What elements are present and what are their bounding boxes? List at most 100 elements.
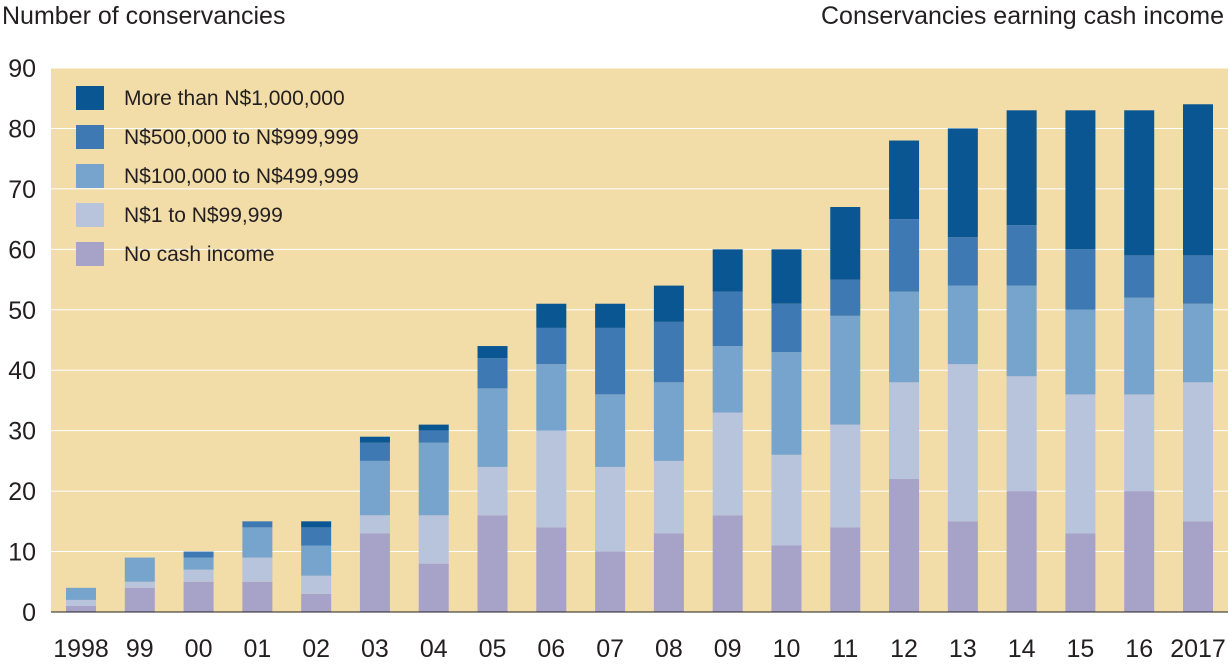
y-tick-label: 40 — [8, 357, 36, 385]
bar-segment-03-series-0 — [359, 533, 390, 612]
bar-segment-07-series-4 — [595, 303, 626, 328]
chart-title: Conservancies earning cash income — [821, 2, 1224, 30]
bar-segment-13-series-1 — [947, 364, 978, 522]
x-tick-label: 02 — [302, 635, 330, 663]
bar-segment-99-series-1 — [124, 581, 155, 588]
y-tick-label: 0 — [22, 599, 36, 627]
bar-segment-04-series-3 — [418, 430, 449, 443]
bar-segment-14-series-3 — [1006, 225, 1037, 286]
x-tick-label: 07 — [596, 635, 624, 663]
bar-segment-15-series-3 — [1065, 249, 1096, 310]
x-tick-label: 03 — [361, 635, 389, 663]
bar-segment-05-series-1 — [477, 466, 508, 516]
bar-segment-14-series-4 — [1006, 110, 1037, 226]
bar-segment-02-series-0 — [301, 593, 332, 612]
bar-segment-14-series-2 — [1006, 285, 1037, 377]
bar-segment-09-series-4 — [712, 249, 743, 292]
bar-segment-03-series-4 — [359, 436, 390, 443]
bar-segment-02-series-4 — [301, 521, 332, 528]
bar-segment-01-series-1 — [242, 557, 273, 582]
bar-segment-03-series-2 — [359, 460, 390, 516]
bar-segment-06-series-2 — [536, 364, 567, 431]
bar-segment-08-series-4 — [653, 285, 684, 322]
bar-segment-00-series-1 — [183, 569, 214, 582]
bar-segment-10-series-4 — [771, 249, 802, 304]
bar-segment-09-series-0 — [712, 515, 743, 612]
bar-segment-08-series-1 — [653, 460, 684, 534]
bar-segment-14-series-0 — [1006, 491, 1037, 612]
bar-segment-01-series-2 — [242, 527, 273, 558]
x-tick-label: 09 — [714, 635, 742, 663]
y-tick-label: 50 — [8, 297, 36, 325]
bar-segment-04-series-1 — [418, 515, 449, 564]
bar-segment-2017-series-2 — [1183, 303, 1213, 383]
bar-segment-10-series-0 — [771, 545, 802, 612]
legend-label: N$1 to N$99,999 — [124, 204, 283, 227]
bar-segment-16-series-4 — [1124, 110, 1155, 256]
bar-segment-14-series-1 — [1006, 376, 1037, 492]
bar-segment-16-series-0 — [1124, 491, 1155, 612]
bar-segment-07-series-3 — [595, 327, 626, 395]
bar-segment-12-series-3 — [889, 219, 920, 292]
x-tick-label: 13 — [949, 635, 977, 663]
bar-segment-10-series-3 — [771, 303, 802, 353]
bar-segment-07-series-1 — [595, 466, 626, 552]
bar-segment-08-series-2 — [653, 382, 684, 461]
bar-segment-99-series-0 — [124, 587, 155, 612]
y-tick-label: 10 — [8, 539, 36, 567]
x-tick-label: 99 — [126, 635, 154, 663]
bar-segment-05-series-0 — [477, 515, 508, 612]
bar-segment-00-series-3 — [183, 551, 214, 558]
legend-swatch — [76, 242, 104, 266]
bar-segment-13-series-4 — [947, 128, 978, 238]
bar-segment-10-series-2 — [771, 352, 802, 455]
bar-segment-11-series-0 — [830, 527, 861, 612]
x-tick-label: 12 — [890, 635, 918, 663]
bar-segment-2017-series-0 — [1183, 521, 1213, 612]
bar-segment-1998-series-2 — [66, 587, 96, 600]
bar-segment-15-series-1 — [1065, 394, 1096, 534]
bar-segment-07-series-0 — [595, 551, 626, 612]
bar-segment-16-series-1 — [1124, 394, 1155, 492]
legend-label: More than N$1,000,000 — [124, 87, 345, 110]
plot-background — [51, 68, 1228, 612]
legend-swatch — [76, 203, 104, 227]
x-tick-label: 01 — [243, 635, 271, 663]
bar-segment-06-series-3 — [536, 327, 567, 365]
bar-segment-12-series-2 — [889, 291, 920, 383]
y-tick-label: 30 — [8, 418, 36, 446]
bar-segment-15-series-4 — [1065, 110, 1096, 250]
legend-label: No cash income — [124, 243, 275, 266]
bar-segment-06-series-4 — [536, 303, 567, 328]
legend-label: N$500,000 to N$999,999 — [124, 126, 359, 149]
bar-segment-11-series-4 — [830, 207, 861, 280]
x-tick-label: 15 — [1067, 635, 1095, 663]
x-tick-label: 00 — [185, 635, 213, 663]
bar-segment-13-series-2 — [947, 285, 978, 365]
bar-segment-06-series-1 — [536, 430, 567, 528]
bar-segment-12-series-0 — [889, 479, 920, 612]
bar-segment-12-series-1 — [889, 382, 920, 480]
legend-label: N$100,000 to N$499,999 — [124, 165, 359, 188]
bar-segment-2017-series-1 — [1183, 382, 1213, 522]
bar-segment-07-series-2 — [595, 394, 626, 467]
x-tick-label: 14 — [1008, 635, 1036, 663]
x-tick-label: 06 — [537, 635, 565, 663]
bar-segment-1998-series-0 — [66, 605, 96, 612]
bar-segment-02-series-1 — [301, 575, 332, 594]
bar-segment-04-series-2 — [418, 442, 449, 516]
bar-segment-00-series-0 — [183, 581, 214, 612]
y-tick-label: 70 — [8, 176, 36, 204]
bar-segment-09-series-1 — [712, 412, 743, 516]
x-tick-label: 04 — [420, 635, 448, 663]
bar-segment-03-series-3 — [359, 442, 390, 461]
bar-segment-05-series-2 — [477, 388, 508, 467]
x-tick-label: 2017 — [1170, 635, 1226, 663]
x-tick-label: 10 — [773, 635, 801, 663]
y-tick-label: 90 — [8, 55, 36, 83]
bar-segment-12-series-4 — [889, 140, 920, 220]
bar-segment-16-series-2 — [1124, 297, 1155, 395]
bar-segment-02-series-3 — [301, 527, 332, 546]
x-tick-label: 05 — [479, 635, 507, 663]
